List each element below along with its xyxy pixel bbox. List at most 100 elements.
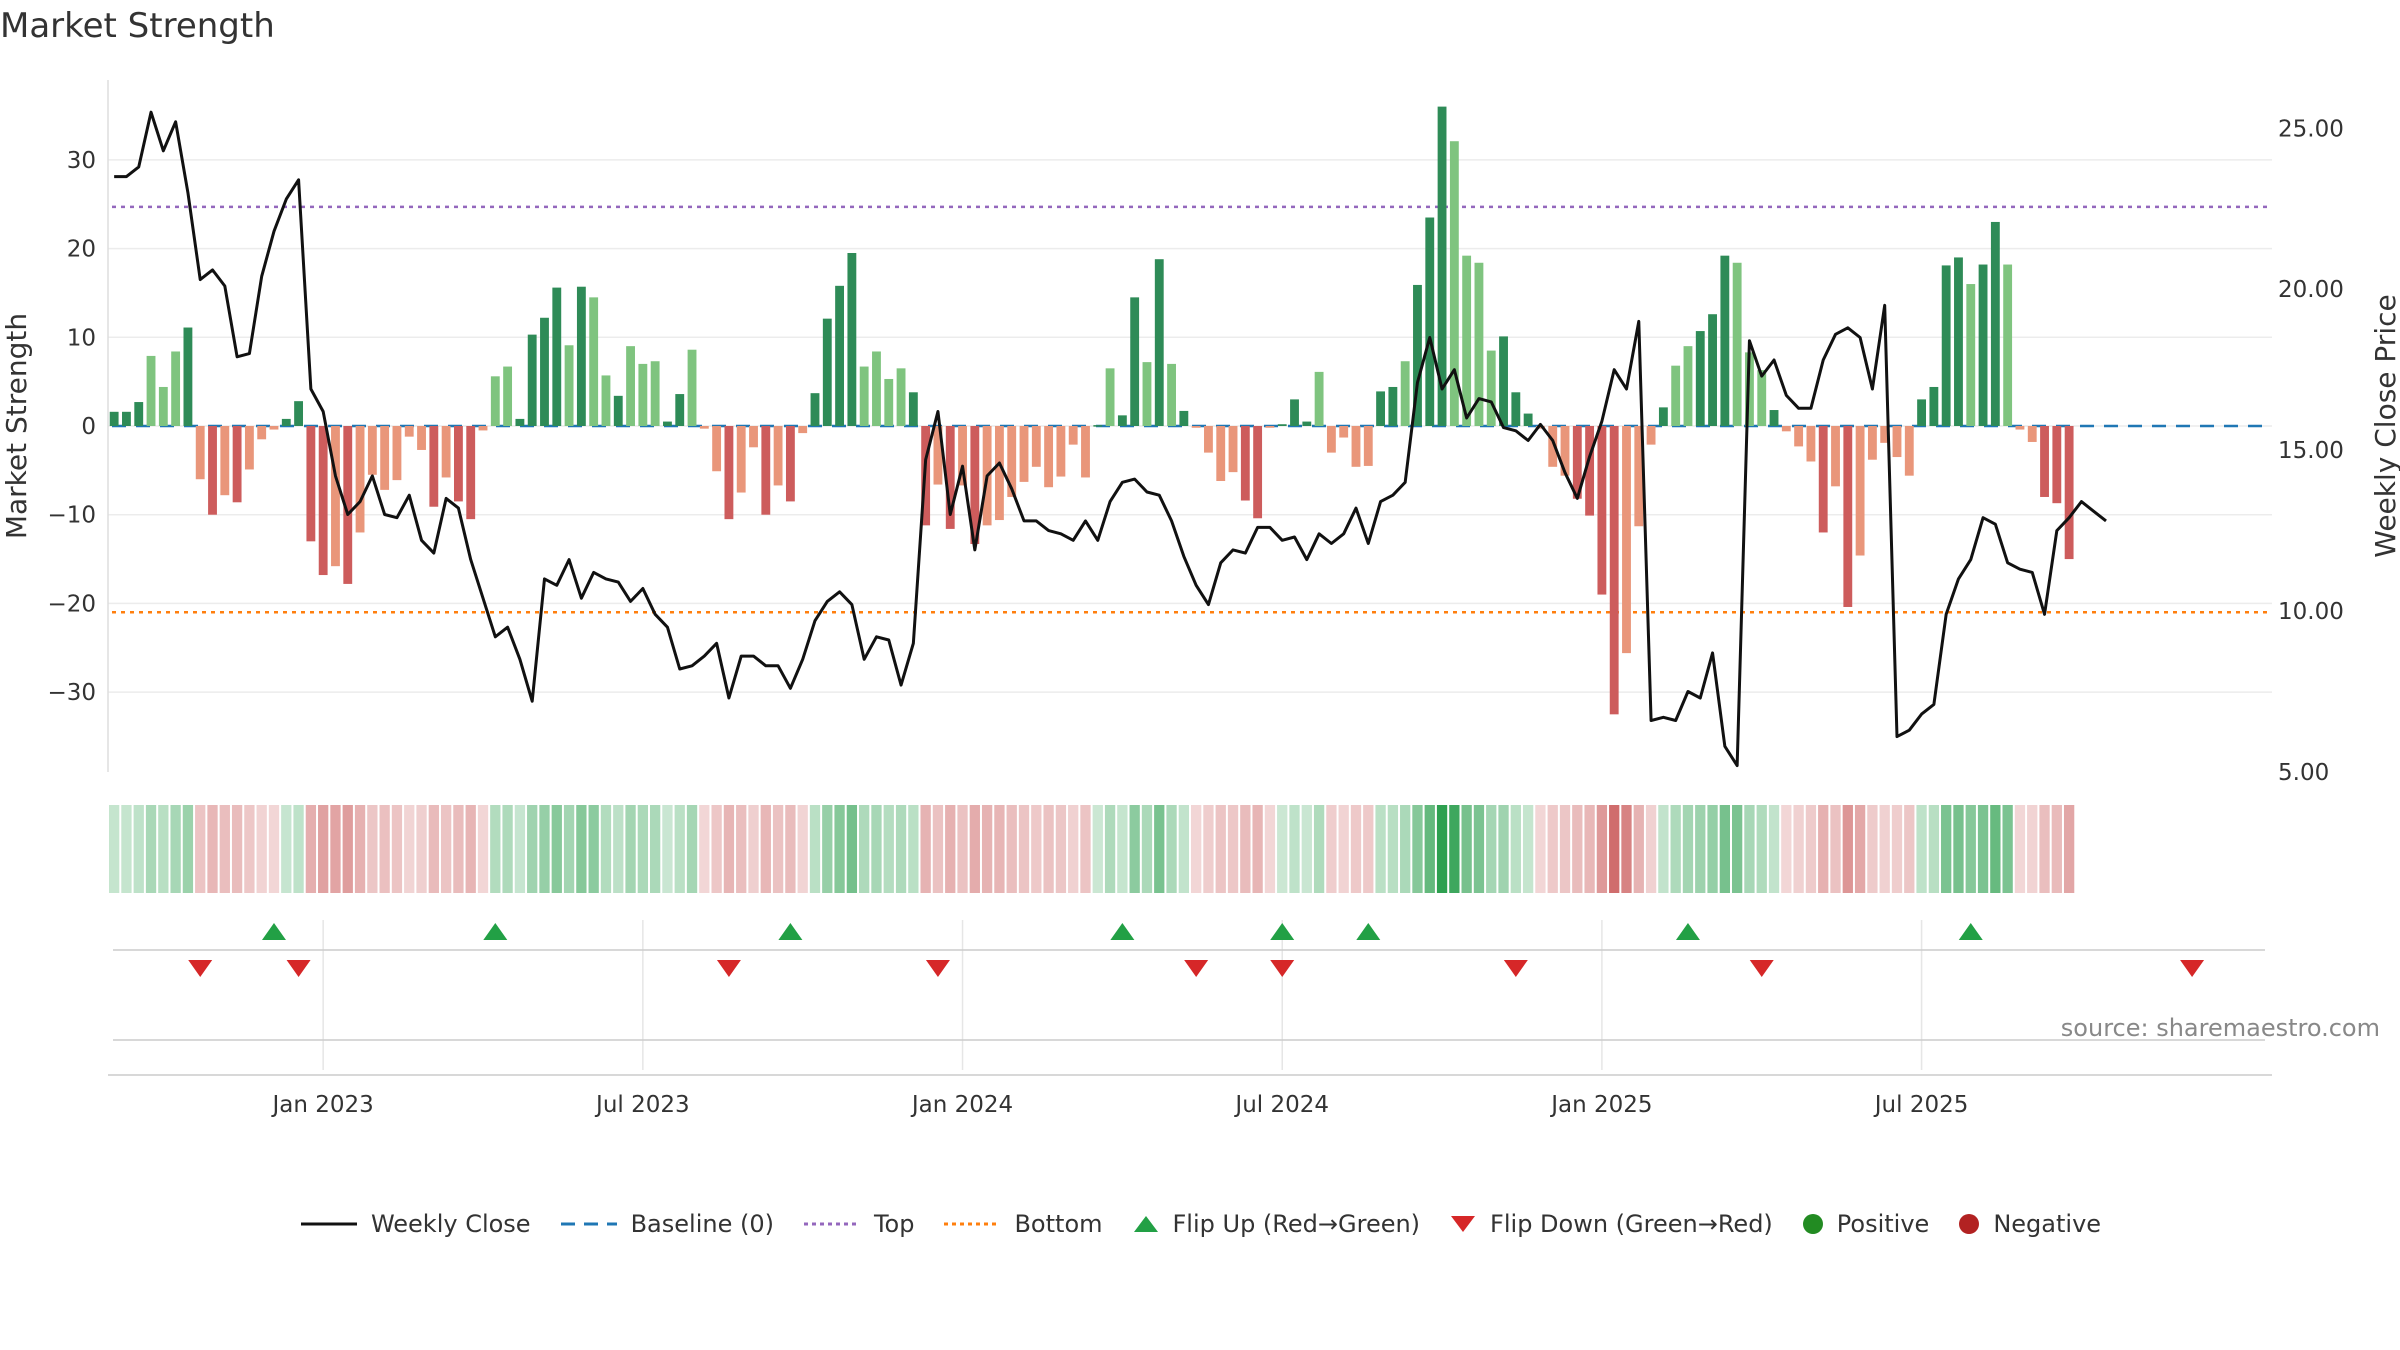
strip-cell	[453, 805, 464, 893]
y2-tick-label: 20.00	[2278, 277, 2344, 303]
legend-negative[interactable]: Negative	[1957, 1210, 2101, 1238]
strip-cell	[1117, 805, 1128, 893]
weekly-close-line	[114, 110, 2107, 768]
y-tick-label: 0	[81, 414, 96, 440]
strip-cell	[1449, 805, 1460, 893]
strip-cell	[969, 805, 980, 893]
strength-bar	[1326, 426, 1336, 453]
strip-cell	[772, 805, 784, 893]
strip-cell	[1596, 805, 1608, 893]
legend-flip-up[interactable]: Flip Up (Red→Green)	[1131, 1210, 1421, 1238]
strip-cell	[404, 805, 415, 893]
x-tick-label: Jul 2025	[1873, 1092, 1969, 1118]
y2-tick-label: 15.00	[2278, 438, 2344, 464]
strength-bar	[1290, 399, 1299, 426]
legend-weekly-close[interactable]: Weekly Close	[299, 1210, 531, 1238]
strength-bar	[1179, 410, 1189, 426]
strength-bar	[798, 426, 808, 434]
strength-bar	[736, 426, 746, 493]
strip-cell	[1252, 805, 1263, 893]
legend-label: Flip Up (Red→Green)	[1172, 1210, 1421, 1238]
strip-cell	[231, 805, 243, 893]
strength-bar	[1978, 264, 1988, 426]
strip-cell	[895, 805, 907, 893]
y-tick-label: 10	[67, 325, 96, 351]
legend-positive[interactable]: Positive	[1801, 1210, 1930, 1238]
strength-bar	[1855, 426, 1865, 556]
strength-bar	[1941, 265, 1951, 426]
strength-bar	[872, 351, 881, 426]
strength-bar	[1671, 365, 1681, 426]
strength-bar	[638, 363, 648, 426]
strip-cell	[662, 805, 673, 893]
flip-up-marker	[1356, 923, 1381, 940]
strength-bar	[1339, 426, 1349, 438]
strip-cell	[1990, 805, 2001, 893]
flip-markers	[188, 923, 2205, 977]
strength-bar	[1400, 361, 1410, 426]
strength-bar	[2064, 426, 2074, 560]
strength-bar	[675, 394, 685, 426]
strength-bar	[1081, 426, 1090, 478]
strength-bar	[908, 392, 918, 426]
dash-swatch-icon	[560, 1222, 617, 1226]
strip-cell	[2002, 805, 2013, 893]
strip-cell	[1510, 805, 1521, 893]
strip-cell	[1682, 805, 1694, 893]
flip-down-marker	[188, 960, 213, 977]
strip-cell	[2051, 805, 2062, 893]
strength-bar	[1954, 257, 1963, 426]
strip-cell	[244, 805, 255, 893]
strength-bar	[1031, 426, 1041, 467]
strip-cell	[1350, 805, 1362, 893]
strip-cell	[1928, 805, 1940, 893]
strength-bar	[2052, 426, 2062, 504]
flip-down-marker	[1749, 960, 1774, 977]
strip-cell	[539, 805, 550, 893]
strip-cell	[957, 805, 968, 893]
strip-cell	[600, 805, 612, 893]
legend-bottom[interactable]: Bottom	[942, 1210, 1103, 1238]
strip-cell	[1264, 805, 1276, 893]
strip-cell	[1498, 805, 1509, 893]
strength-bar	[2027, 426, 2037, 442]
strength-bar	[1658, 407, 1668, 426]
strength-bar	[601, 375, 611, 426]
y2-axis-title: Weekly Close Price	[2369, 294, 2400, 557]
legend-baseline[interactable]: Baseline (0)	[559, 1210, 774, 1238]
strip-cell	[846, 805, 858, 893]
strip-cell	[1068, 805, 1079, 893]
strip-cell	[871, 805, 882, 893]
legend-label: Positive	[1836, 1210, 1930, 1238]
strip-cell	[883, 805, 894, 893]
strip-cell	[293, 805, 304, 893]
strength-bar	[392, 426, 402, 481]
strip-cell	[1793, 805, 1804, 893]
strip-cell	[109, 805, 120, 893]
strip-cell	[1424, 805, 1435, 893]
strength-bar	[1880, 426, 1890, 443]
strip-cell	[723, 805, 735, 893]
strip-cell	[1904, 805, 1915, 893]
strength-bar	[122, 411, 131, 426]
strength-bar	[404, 426, 414, 437]
legend-top[interactable]: Top	[802, 1210, 914, 1238]
legend-flip-down[interactable]: Flip Down (Green→Red)	[1448, 1210, 1773, 1238]
flip-up-marker	[1958, 923, 1983, 940]
legend-label: Weekly Close	[370, 1210, 531, 1238]
strength-bar	[220, 426, 230, 496]
strip-cell	[416, 805, 427, 893]
strength-bar	[822, 318, 832, 426]
strength-bar	[1425, 217, 1435, 426]
strip-cell	[613, 805, 624, 893]
strength-bar	[1966, 284, 1976, 426]
strip-cell	[1977, 805, 1989, 893]
strip-cell	[428, 805, 439, 893]
y-tick-label: −30	[47, 680, 96, 706]
strip-cell	[1953, 805, 1964, 893]
strip-cell	[1092, 805, 1103, 893]
strip-cell	[1535, 805, 1546, 893]
y-axis-title: Market Strength	[0, 313, 33, 539]
y2-tick-label: 10.00	[2278, 599, 2344, 625]
strength-bar	[1892, 426, 1902, 458]
